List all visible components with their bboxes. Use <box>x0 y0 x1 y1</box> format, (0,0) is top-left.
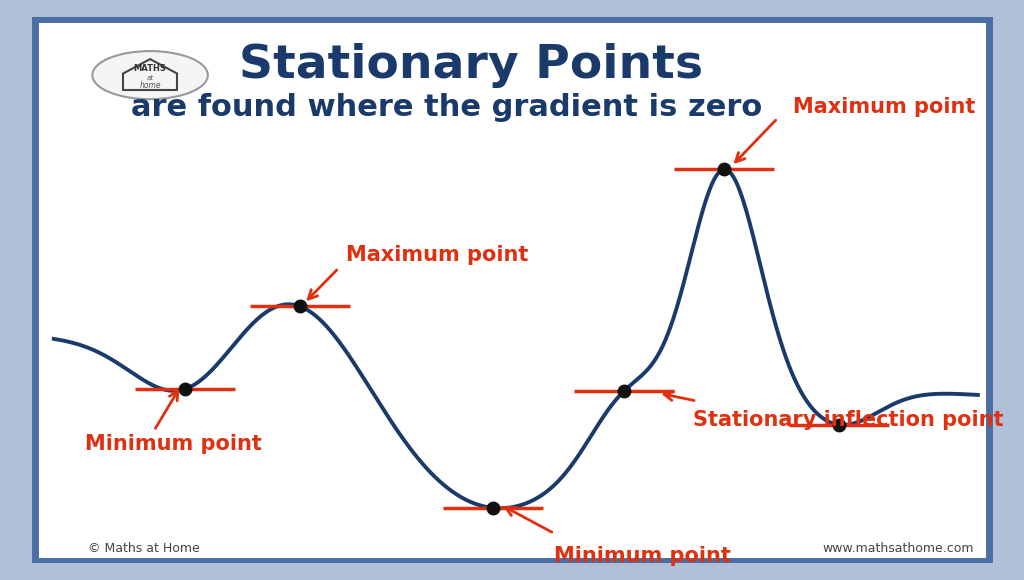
Text: Maximum point: Maximum point <box>793 97 976 117</box>
Text: Stationary Points: Stationary Points <box>239 43 702 88</box>
Text: Maximum point: Maximum point <box>346 245 528 265</box>
Text: Minimum point: Minimum point <box>85 434 261 454</box>
Text: are found where the gradient is zero: are found where the gradient is zero <box>131 93 762 122</box>
Text: Stationary inflection point: Stationary inflection point <box>693 410 1004 430</box>
Circle shape <box>92 51 208 99</box>
Text: home: home <box>139 81 161 90</box>
Text: Minimum point: Minimum point <box>554 546 731 566</box>
Text: © Maths at Home: © Maths at Home <box>88 542 201 554</box>
Text: www.mathsathome.com: www.mathsathome.com <box>822 542 974 554</box>
Text: at: at <box>146 75 154 81</box>
Text: MATHS: MATHS <box>134 64 167 72</box>
